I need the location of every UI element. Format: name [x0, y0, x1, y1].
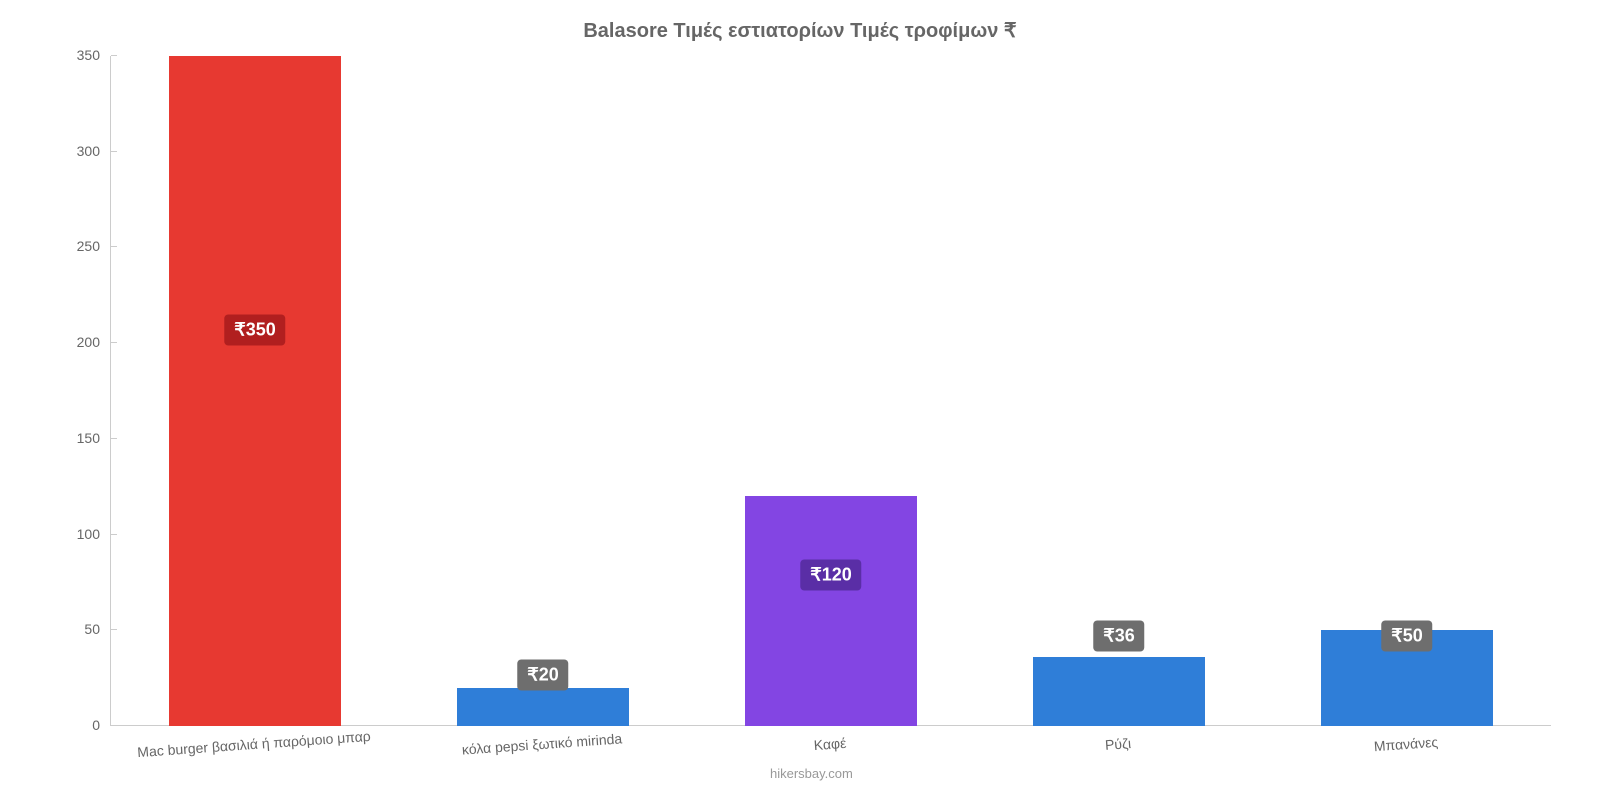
bar — [169, 56, 342, 726]
y-tick — [111, 55, 117, 56]
x-tick-label: κόλα pepsi ξωτικό mirinda — [461, 730, 622, 757]
x-tick-label: Mac burger βασιλιά ή παρόμοιο μπαρ — [137, 728, 371, 760]
attribution-text: hikersbay.com — [770, 766, 853, 781]
y-tick — [111, 246, 117, 247]
y-tick — [111, 342, 117, 343]
value-badge: ₹350 — [224, 315, 285, 346]
y-tick-label: 300 — [77, 143, 100, 159]
y-tick-label: 50 — [84, 621, 100, 637]
y-tick — [111, 534, 117, 535]
y-tick-label: 150 — [77, 430, 100, 446]
bar — [1033, 657, 1206, 726]
y-tick — [111, 629, 117, 630]
y-tick-label: 0 — [92, 717, 100, 733]
y-tick-label: 250 — [77, 238, 100, 254]
x-tick-label: Μπανάνες — [1373, 734, 1438, 754]
value-badge: ₹20 — [517, 659, 568, 690]
bar — [457, 688, 630, 726]
x-tick-label: Καφέ — [813, 735, 847, 753]
plot-area: ₹350 ₹20 ₹120 ₹36 ₹50 — [110, 56, 1551, 726]
y-tick-label: 100 — [77, 526, 100, 542]
chart-title: Balasore Τιμές εστιατορίων Τιμές τροφίμω… — [0, 18, 1600, 43]
chart-container: Balasore Τιμές εστιατορίων Τιμές τροφίμω… — [0, 0, 1600, 800]
x-tick-label: Ρύζι — [1104, 735, 1131, 753]
value-badge: ₹120 — [800, 560, 861, 591]
y-tick — [111, 725, 117, 726]
y-tick-label: 350 — [77, 47, 100, 63]
bar — [745, 496, 918, 726]
y-tick-label: 200 — [77, 334, 100, 350]
y-tick — [111, 151, 117, 152]
y-tick — [111, 438, 117, 439]
value-badge: ₹36 — [1093, 621, 1144, 652]
value-badge: ₹50 — [1381, 621, 1432, 652]
